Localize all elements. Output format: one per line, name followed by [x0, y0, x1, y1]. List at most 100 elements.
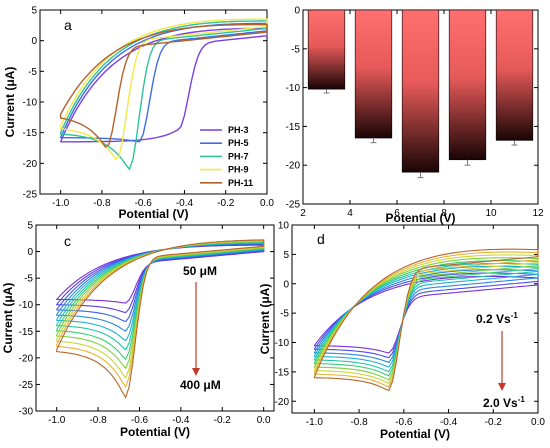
panel-b-xlabel: Potential (V): [385, 211, 455, 225]
panel-c-ylabel: Current (μA): [1, 283, 15, 354]
panel-d-curve-4: [313, 265, 539, 368]
panel-a-ytick-label: 0: [31, 36, 37, 47]
panel-c-xtick-label: -0.4: [172, 415, 190, 426]
panel-c-letter: c: [64, 233, 71, 249]
panel-c-curve-11: [56, 239, 265, 399]
panel-a-xtick-label: -0.2: [217, 198, 235, 209]
panel-c-ytick-label: 0: [27, 247, 33, 258]
panel-d-curve-1: [313, 275, 539, 354]
panel-d-curve-7: [313, 257, 539, 381]
bar-ph-11: [495, 9, 534, 141]
legend-label-ph-11: PH-11: [228, 178, 253, 188]
panel-d-curve-8: [313, 254, 539, 385]
panel-b-ytick-label: -15: [286, 122, 301, 133]
panel-c-xtick-label: 0.0: [257, 415, 271, 426]
panel-d-xtick-label: -0.4: [440, 417, 458, 428]
panel-d-curve-5: [313, 262, 539, 373]
panel-c-xtick-label: -0.6: [131, 415, 149, 426]
panel-a-curve-ph-9: [59, 18, 268, 161]
panel-b-xtick-label: 10: [485, 208, 497, 219]
panel-d-xtick-label: -0.8: [350, 417, 368, 428]
panel-a-curve-ph-5: [59, 22, 268, 143]
panel-b-ytick-label: 0: [294, 6, 300, 17]
panel-c-annotation-bottom: 400 μM: [180, 378, 221, 392]
panel-d-xtick-label: -1.0: [306, 417, 324, 428]
panel-d-annotation-bottom: 2.0 Vs-1: [483, 395, 525, 410]
legend-label-ph-7: PH-7: [228, 151, 249, 161]
panel-b-ytick-label: -20: [286, 161, 301, 172]
panel-d-xtick-label: 0.0: [531, 417, 545, 428]
panel-c-ytick-label: 5: [27, 221, 33, 232]
panel-a-ytick-label: 5: [31, 6, 37, 17]
panel-a-xtick-label: -0.4: [176, 198, 194, 209]
panel-a-xtick-label: 0.0: [260, 198, 274, 209]
panel-d-ytick-label: -5: [280, 309, 289, 320]
panel-d-ytick-label: -15: [275, 367, 290, 378]
panel-a-curve-ph-7: [59, 20, 268, 171]
panel-a-curve-ph-3: [59, 27, 268, 143]
panel-a-xtick-label: -0.8: [93, 198, 111, 209]
panel-d-curve-10: [313, 248, 539, 392]
legend-label-ph-9: PH-9: [228, 165, 249, 175]
panel-d-annotation-top: 0.2 Vs-1: [476, 311, 518, 326]
panel-d-xlabel: Potential (V): [380, 427, 450, 441]
panel-d-curve-2: [313, 272, 539, 359]
panel-c-ytick-label: -30: [19, 407, 34, 418]
panel-d-ytick-label: 5: [283, 250, 289, 261]
panel-c-annotation-top: 50 μM: [183, 264, 217, 278]
panel-d-ytick-label: 0: [283, 279, 289, 290]
panel-a-xlabel: Potential (V): [118, 207, 188, 221]
panel-d-ylabel: Current (μA): [258, 284, 272, 355]
panel-d-letter: d: [317, 231, 325, 247]
panel-a-xtick-label: -1.0: [52, 198, 70, 209]
panel-a-curve-ph-11: [59, 24, 268, 148]
panel-a-letter: a: [64, 17, 72, 33]
panel-c-frame: [35, 224, 275, 412]
panel-c-xtick-label: -0.2: [214, 415, 232, 426]
panel-d-ytick-label: 10: [278, 221, 290, 232]
panel-b-ytick-label: -5: [291, 44, 300, 55]
panel-d-frame: [291, 224, 539, 414]
panel-d-annotation-bottom-sup: -1: [518, 395, 526, 404]
panel-d-arrow-head: [498, 383, 506, 391]
legend-label-ph-5: PH-5: [228, 138, 249, 148]
panel-c-arrow-head: [192, 368, 200, 376]
panel-d-ytick-label: -20: [275, 397, 290, 408]
panel-a-ytick-label: -25: [23, 190, 38, 201]
panel-c-xtick-label: -0.8: [89, 415, 107, 426]
panel-c-ytick-label: -10: [19, 300, 34, 311]
panel-c-ytick-label: -5: [24, 274, 33, 285]
panel-c-ytick-label: -15: [19, 327, 34, 338]
panel-c-curve-6: [56, 241, 265, 351]
panel-c-ytick-label: -25: [19, 380, 34, 391]
panel-d-curve-9: [313, 251, 539, 388]
panel-d-curve-6: [313, 260, 539, 377]
bar-ph-7: [401, 9, 440, 173]
panel-b-xtick-label: 4: [347, 208, 353, 219]
panel-c-xtick-label: -1.0: [48, 415, 66, 426]
legend-label-ph-3: PH-3: [228, 125, 249, 135]
bar-ph-5: [354, 9, 393, 139]
panel-d-curve-3: [313, 269, 539, 363]
panel-d-annotation-top-sup: -1: [511, 311, 519, 320]
panel-c-xlabel: Potential (V): [120, 425, 190, 439]
panel-b-ytick-label: -10: [286, 83, 301, 94]
panel-d-xtick-label: -0.6: [395, 417, 413, 428]
panel-a-ytick-label: -15: [23, 128, 38, 139]
panel-b-xtick-label: 8: [441, 208, 447, 219]
panel-a-ytick-label: -5: [28, 67, 37, 78]
panel-b-xtick-label: 12: [532, 208, 544, 219]
panel-b-xtick-label: 2: [300, 208, 306, 219]
panel-d-xtick-label: -0.2: [485, 417, 503, 428]
panel-c-ytick-label: -20: [19, 353, 34, 364]
panel-a-ylabel: Current (μA): [3, 67, 17, 138]
panel-c-curve-10: [56, 239, 265, 388]
panel-b-xtick-label: 6: [394, 208, 400, 219]
panel-a-xtick-label: -0.6: [135, 198, 153, 209]
panel-a-ytick-label: -10: [23, 98, 38, 109]
panel-d-ytick-label: -10: [275, 338, 290, 349]
panel-a-ytick-label: -20: [23, 159, 38, 170]
panel-b-ytick-label: -25: [286, 200, 301, 211]
bar-ph-3: [307, 9, 346, 90]
